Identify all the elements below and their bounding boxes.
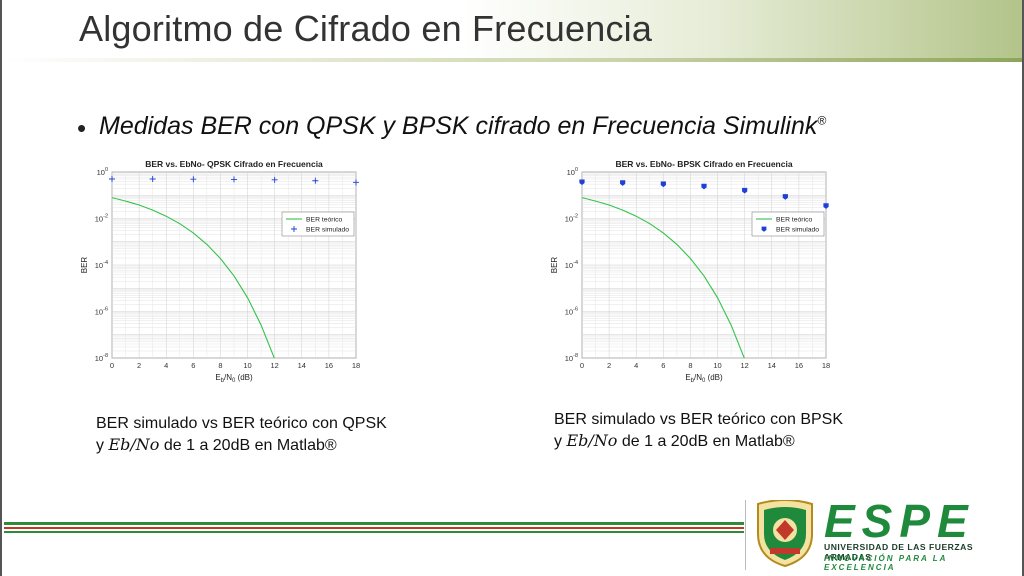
qpsk-chart: BER vs. EbNo- QPSK Cifrado en Frecuencia… bbox=[78, 155, 368, 395]
y-tick-label: 10-8 bbox=[95, 353, 108, 363]
simulated-point bbox=[782, 194, 788, 200]
y-tick-label: 10-4 bbox=[565, 260, 578, 270]
simulated-point bbox=[109, 175, 115, 182]
bpsk-caption-line1: BER simulado vs BER teórico con BPSK bbox=[554, 411, 844, 428]
chart-title: BER vs. EbNo- BPSK Cifrado en Frecuencia bbox=[615, 159, 792, 169]
x-tick-label: 18 bbox=[822, 361, 830, 370]
simulated-point bbox=[353, 179, 359, 186]
x-tick-label: 2 bbox=[607, 361, 611, 370]
university-seal-icon bbox=[757, 500, 813, 568]
bullet-label: Medidas BER con QPSK y BPSK cifrado en F… bbox=[99, 112, 818, 140]
x-tick-label: 6 bbox=[661, 361, 665, 370]
theory-series-line bbox=[112, 197, 275, 358]
x-tick-label: 8 bbox=[218, 361, 222, 370]
footer-separator bbox=[745, 500, 746, 570]
title-bar bbox=[4, 0, 1022, 62]
x-tick-label: 8 bbox=[688, 361, 692, 370]
espe-wordmark: ESPE bbox=[824, 495, 975, 547]
legend-sim-swatch bbox=[291, 226, 297, 232]
bpsk-caption: BER simulado vs BER teórico con BPSK y E… bbox=[554, 409, 843, 452]
x-axis-label: Eb/N0 (dB) bbox=[685, 373, 723, 384]
bullet-text: Medidas BER con QPSK y BPSK cifrado en F… bbox=[99, 112, 826, 141]
y-tick-label: 10-2 bbox=[95, 214, 108, 224]
bullet-dot: • bbox=[77, 113, 87, 143]
y-tick-label: 100 bbox=[97, 167, 108, 177]
x-tick-label: 18 bbox=[352, 361, 360, 370]
x-tick-label: 10 bbox=[243, 361, 251, 370]
simulated-point bbox=[190, 176, 197, 183]
x-tick-label: 2 bbox=[137, 361, 141, 370]
x-axis-label: Eb/N0 (dB) bbox=[215, 373, 253, 384]
espe-subtitle: UNIVERSIDAD DE LAS FUERZAS ARMADAS bbox=[824, 542, 974, 562]
x-tick-label: 4 bbox=[634, 361, 638, 370]
simulated-point bbox=[823, 203, 829, 209]
y-tick-label: 10-4 bbox=[95, 260, 108, 270]
page-title: Algoritmo de Cifrado en Frecuencia bbox=[79, 8, 653, 49]
footer-stripe-red bbox=[4, 527, 744, 529]
y-tick-label: 10-6 bbox=[95, 307, 108, 317]
legend-theory-label: BER teórico bbox=[306, 217, 342, 224]
qpsk-caption: BER simulado vs BER teórico con QPSK y E… bbox=[96, 413, 387, 456]
legend-sim-swatch bbox=[761, 226, 767, 232]
legend-sim-label: BER simulado bbox=[306, 227, 349, 234]
title-rule bbox=[4, 58, 1022, 62]
theory-series-line bbox=[582, 197, 745, 358]
simulated-point bbox=[620, 180, 626, 186]
qpsk-chart-svg: BER vs. EbNo- QPSK Cifrado en Frecuencia… bbox=[80, 159, 360, 384]
registered-mark: ® bbox=[817, 113, 827, 128]
footer-stripe-green bbox=[4, 522, 744, 525]
y-tick-label: 10-8 bbox=[565, 353, 578, 363]
bpsk-chart: BER vs. EbNo- BPSK Cifrado en Frecuencia… bbox=[548, 155, 838, 395]
legend-box bbox=[751, 211, 825, 237]
x-tick-label: 12 bbox=[740, 361, 748, 370]
qpsk-caption-line2: y Eb/No de 1 a 20dB en Matlab® bbox=[96, 435, 337, 454]
simulated-point bbox=[660, 181, 666, 188]
y-axis-label: BER bbox=[80, 257, 89, 274]
chart-title: BER vs. EbNo- QPSK Cifrado en Frecuencia bbox=[145, 159, 323, 169]
legend-sim-label: BER simulado bbox=[776, 227, 819, 234]
bpsk-caption-line2: y Eb/No de 1 a 20dB en Matlab® bbox=[554, 431, 795, 450]
simulated-point bbox=[579, 179, 585, 186]
x-tick-label: 6 bbox=[191, 361, 195, 370]
simulated-point bbox=[742, 187, 748, 194]
legend-theory-label: BER teórico bbox=[776, 217, 812, 224]
x-tick-label: 16 bbox=[795, 361, 803, 370]
x-tick-label: 14 bbox=[298, 361, 306, 370]
x-tick-label: 10 bbox=[713, 361, 721, 370]
x-tick-label: 14 bbox=[768, 361, 776, 370]
y-tick-label: 10-2 bbox=[565, 214, 578, 224]
y-axis-label: BER bbox=[550, 257, 559, 274]
x-tick-label: 12 bbox=[270, 361, 278, 370]
x-tick-label: 0 bbox=[580, 361, 584, 370]
x-tick-label: 0 bbox=[110, 361, 114, 370]
simulated-point bbox=[271, 176, 278, 183]
footer-stripe-green-2 bbox=[4, 531, 744, 533]
simulated-point bbox=[149, 175, 156, 182]
simulated-point bbox=[701, 183, 707, 190]
espe-tagline: INNOVACIÓN PARA LA EXCELENCIA bbox=[824, 554, 948, 572]
x-tick-label: 4 bbox=[164, 361, 168, 370]
bpsk-chart-svg: BER vs. EbNo- BPSK Cifrado en Frecuencia… bbox=[550, 159, 830, 384]
x-tick-label: 16 bbox=[325, 361, 333, 370]
simulated-point bbox=[312, 177, 319, 184]
y-tick-label: 100 bbox=[567, 167, 578, 177]
y-tick-label: 10-6 bbox=[565, 307, 578, 317]
espe-logo: ESPE UNIVERSIDAD DE LAS FUERZAS ARMADAS … bbox=[752, 495, 1020, 572]
qpsk-caption-line1: BER simulado vs BER teórico con QPSK bbox=[96, 415, 387, 432]
simulated-point bbox=[231, 176, 237, 183]
